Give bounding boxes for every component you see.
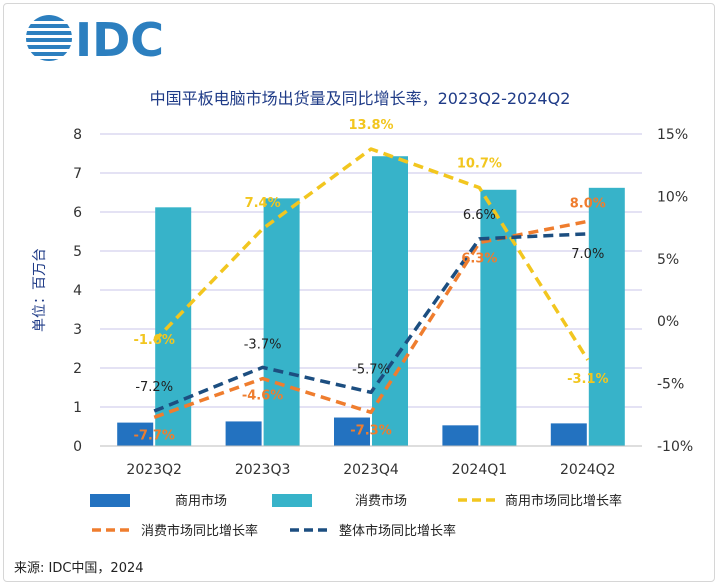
- legend-label-commercial: 商用市场: [175, 493, 227, 509]
- legend-item-consumer: 消费市场: [272, 493, 407, 509]
- y-tick-label: 6: [73, 205, 82, 221]
- y2-tick-label: 0%: [657, 314, 679, 330]
- data-label-commercial-yoy: 10.7%: [457, 157, 502, 172]
- data-label-commercial-yoy: 7.4%: [245, 196, 281, 211]
- data-label-consumer-yoy: -7.3%: [350, 423, 391, 438]
- legend-label-consumer-yoy: 消费市场同比增长率: [141, 523, 258, 539]
- y2-tick-label: 10%: [657, 189, 688, 205]
- bar-commercial: [550, 423, 587, 446]
- legend-swatch-consumer: [272, 494, 312, 507]
- legend-item-commercial-yoy: 商用市场同比增长率: [458, 493, 622, 509]
- bar-commercial: [334, 417, 370, 446]
- logo-text: IDC: [75, 13, 164, 67]
- data-label-total-yoy: -7.2%: [135, 380, 173, 395]
- legend-item-consumer-yoy: 消费市场同比增长率: [92, 523, 258, 539]
- y2-tick-label: -10%: [657, 439, 693, 455]
- bar-commercial: [117, 422, 154, 446]
- legend-label-commercial-yoy: 商用市场同比增长率: [505, 493, 622, 509]
- legend-label-consumer: 消费市场: [355, 493, 407, 509]
- y-tick-label: 4: [73, 283, 82, 299]
- x-tick-label: 2023Q3: [235, 462, 291, 478]
- y-tick-label: 0: [73, 439, 82, 455]
- bar-consumer: [263, 198, 300, 446]
- bar-consumer: [372, 156, 408, 447]
- x-tick-label: 2023Q4: [343, 462, 399, 478]
- data-label-consumer-yoy: 8.0%: [570, 196, 606, 211]
- x-tick-label: 2024Q2: [560, 462, 616, 478]
- data-label-total-yoy: -5.7%: [352, 362, 390, 377]
- y-tick-label: 7: [73, 166, 82, 182]
- bar-consumer: [480, 189, 517, 446]
- chart-title: 中国平板电脑市场出货量及同比增长率，2023Q2-2024Q2: [150, 89, 571, 108]
- legend-label-total-yoy: 整体市场同比增长率: [339, 523, 456, 539]
- data-label-consumer-yoy: -7.7%: [133, 428, 174, 443]
- y2-tick-label: -5%: [657, 377, 684, 393]
- y-tick-label: 1: [73, 400, 82, 416]
- data-label-total-yoy: 7.0%: [571, 247, 604, 262]
- bars: [117, 156, 625, 447]
- data-label-consumer-yoy: 6.3%: [461, 252, 497, 267]
- line-total-yoy: [153, 232, 588, 413]
- source-note: 来源: IDC中国，2024: [14, 561, 144, 576]
- axes: 0 1 2 3 4 5 6 7 8 -10% -5% 0% 5% 10% 15% 2023Q2 2023Q3 20…: [73, 127, 693, 478]
- data-label-total-yoy: 6.6%: [463, 208, 496, 223]
- data-label-commercial-yoy: -3.1%: [567, 372, 608, 387]
- legend-item-commercial: 商用市场: [90, 493, 227, 509]
- y2-tick-label: 5%: [657, 252, 679, 268]
- line-commercial-yoy: [152, 147, 590, 361]
- y-tick-label: 3: [73, 322, 82, 338]
- bar-consumer: [588, 187, 625, 446]
- data-label-total-yoy: -3.7%: [244, 337, 282, 352]
- x-tick-label: 2024Q1: [452, 462, 508, 478]
- data-label-consumer-yoy: -4.6%: [242, 389, 283, 404]
- legend-item-total-yoy: 整体市场同比增长率: [290, 523, 456, 539]
- y-tick-label: 2: [73, 361, 82, 377]
- yoy-lines: [152, 147, 590, 419]
- legend-swatch-commercial: [90, 494, 130, 507]
- legend: 商用市场 消费市场 商用市场同比增长率 消费市场同比增长率 整体市场同比增长率: [90, 493, 622, 539]
- y-tick-label: 8: [73, 127, 82, 143]
- y-tick-label: 5: [73, 244, 82, 260]
- data-label-commercial-yoy: 13.8%: [348, 118, 393, 133]
- data-label-commercial-yoy: -1.6%: [133, 333, 174, 348]
- chart-frame: [3, 3, 715, 582]
- y-axis-label: 单位：百万台: [32, 248, 48, 332]
- y2-tick-label: 15%: [657, 127, 688, 143]
- bar-commercial: [225, 421, 262, 446]
- globe-icon: [24, 15, 74, 61]
- bar-commercial: [442, 425, 479, 446]
- data-labels: -1.6% 7.4% 13.8% 10.7% -3.1% -7.7% -4.6% -7.3% 6…: [133, 118, 608, 443]
- idc-logo: IDC: [24, 13, 164, 67]
- x-tick-label: 2023Q2: [126, 462, 182, 478]
